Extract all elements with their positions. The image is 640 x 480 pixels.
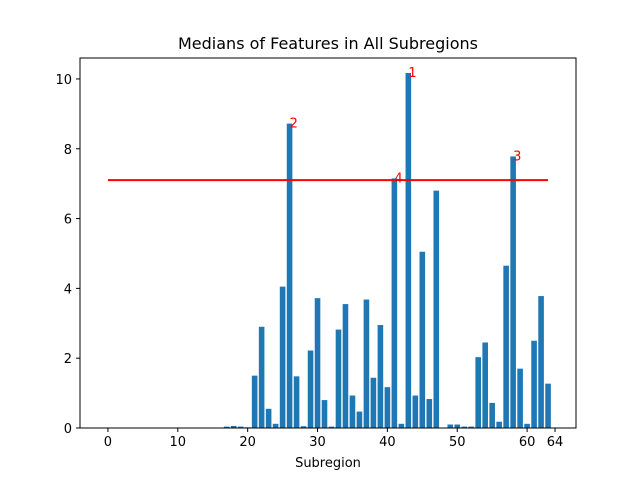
annotations-group: 1 2 3 4 xyxy=(290,66,522,186)
chart-title: Medians of Features in All Subregions xyxy=(178,34,478,53)
bar-26 xyxy=(286,123,293,429)
x-axis: 0 10 20 30 40 50 60 64 xyxy=(104,428,564,450)
bar-45 xyxy=(419,251,426,428)
bar-18 xyxy=(230,425,237,428)
bar-57 xyxy=(503,265,509,428)
x-tick-label-50: 50 xyxy=(449,435,466,450)
bar-50 xyxy=(454,424,461,428)
plot-frame xyxy=(79,57,577,429)
annotation-2: 2 xyxy=(290,117,298,132)
x-tick-label-20: 20 xyxy=(239,435,256,450)
y-tick-label-0: 0 xyxy=(64,422,72,437)
bar-24 xyxy=(272,423,279,428)
x-tick-label-10: 10 xyxy=(170,435,187,450)
y-axis: 0 2 4 6 8 10 xyxy=(55,73,80,437)
bar-37 xyxy=(363,299,370,428)
bar-38 xyxy=(370,377,377,428)
bar-62 xyxy=(538,296,544,428)
bars-group xyxy=(223,73,551,429)
bar-47 xyxy=(433,190,440,428)
annotation-3: 3 xyxy=(513,149,521,164)
x-tick-label-64: 64 xyxy=(547,435,564,450)
bar-39 xyxy=(377,325,384,428)
bar-32 xyxy=(328,426,335,428)
x-tick-label-60: 60 xyxy=(519,435,536,450)
x-tick-label-0: 0 xyxy=(104,435,112,450)
annotation-1: 1 xyxy=(408,66,416,81)
bar-42 xyxy=(398,423,405,428)
y-tick-label-8: 8 xyxy=(64,143,72,158)
bar-63 xyxy=(545,383,551,428)
bar-17 xyxy=(223,426,230,428)
bar-30 xyxy=(314,298,321,428)
y-tick-label-10: 10 xyxy=(55,73,72,88)
bar-53 xyxy=(475,357,481,428)
x-axis-label: Subregion xyxy=(295,456,361,471)
bar-58 xyxy=(510,156,516,428)
x-tick-label-30: 30 xyxy=(309,435,326,450)
bar-59 xyxy=(517,368,523,428)
bar-35 xyxy=(349,395,356,428)
bar-46 xyxy=(426,399,433,428)
bar-28 xyxy=(300,426,307,428)
bar-21 xyxy=(251,375,258,428)
bar-61 xyxy=(531,340,537,428)
bar-52 xyxy=(468,426,475,428)
y-tick-label-6: 6 xyxy=(64,213,72,228)
bar-44 xyxy=(412,395,419,428)
bar-43 xyxy=(405,73,412,428)
bar-49 xyxy=(447,424,454,428)
bar-54 xyxy=(482,342,488,428)
bar-51 xyxy=(461,426,468,428)
bar-40 xyxy=(384,387,391,428)
bar-23 xyxy=(265,408,272,428)
bar-34 xyxy=(342,304,349,428)
bar-29 xyxy=(307,350,314,428)
annotation-4: 4 xyxy=(394,171,402,186)
bar-27 xyxy=(293,376,300,428)
bar-33 xyxy=(335,329,342,428)
y-tick-label-2: 2 xyxy=(64,352,72,367)
bar-31 xyxy=(321,400,328,428)
bar-55 xyxy=(489,402,495,428)
y-tick-label-4: 4 xyxy=(64,282,72,297)
bar-22 xyxy=(258,326,265,428)
bar-60 xyxy=(524,423,530,428)
x-tick-label-40: 40 xyxy=(379,435,396,450)
bar-56 xyxy=(496,421,502,428)
bar-25 xyxy=(279,286,286,428)
bar-19 xyxy=(237,426,244,428)
bar-36 xyxy=(356,411,363,428)
bar-41 xyxy=(391,178,398,428)
